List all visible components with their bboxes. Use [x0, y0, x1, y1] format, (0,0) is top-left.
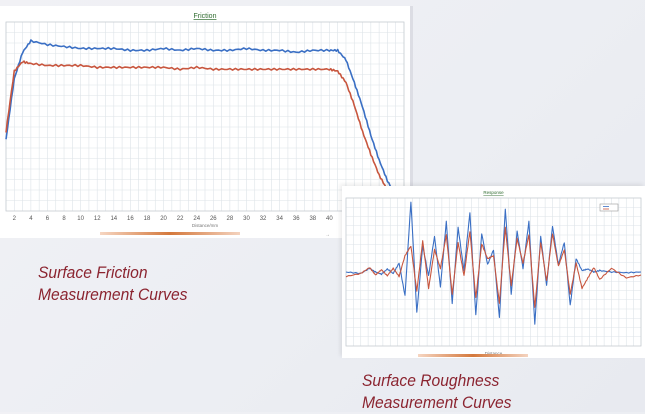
- x-axis-label: Distance: [485, 351, 503, 356]
- chart-title: Friction: [194, 13, 217, 20]
- x-tick-label: 30: [243, 216, 250, 222]
- legend-box: [599, 203, 619, 212]
- x-tick-label: 8: [62, 216, 66, 222]
- scroll-strip: [418, 354, 528, 357]
- x-tick-label: 24: [193, 216, 200, 222]
- scroll-strip: [100, 232, 240, 235]
- x-tick-label: 36: [293, 216, 300, 222]
- x-tick-label: 12: [94, 216, 101, 222]
- friction-caption: Surface Friction Measurement Curves: [38, 262, 188, 306]
- x-tick-label: 14: [110, 216, 117, 222]
- x-tick-label: 2: [13, 216, 17, 222]
- x-tick-label: 40: [326, 216, 333, 222]
- x-tick-label: 38: [309, 216, 316, 222]
- roughness-caption-line1: Surface Roughness: [362, 371, 500, 390]
- x-tick-label: 18: [144, 216, 151, 222]
- friction-caption-line2: Measurement Curves: [38, 285, 188, 304]
- plot-frame: [5, 21, 405, 212]
- x-tick-label: 6: [46, 216, 50, 222]
- friction-chart-panel: Friction 2 4 6 8 10 12 14 16 18 20 22 24 26 28 30 32 34 36…: [0, 6, 413, 238]
- x-tick-label: 34: [276, 216, 283, 222]
- roughness-chart: Response Distance: [345, 190, 642, 357]
- x-tick-label: 10: [77, 216, 84, 222]
- x-tick-label: 26: [210, 216, 217, 222]
- series-line-red: [345, 226, 642, 308]
- scroll-arrow-icon: →: [325, 232, 330, 238]
- x-axis-label: Distance/mm: [192, 223, 219, 228]
- roughness-chart-panel: Response Distance: [342, 186, 645, 358]
- x-tick-label: 16: [127, 216, 134, 222]
- series-line-blue: [5, 39, 405, 204]
- x-tick-label: 20: [160, 216, 167, 222]
- roughness-caption: Surface Roughness Measurement Curves: [362, 370, 512, 414]
- chart-title: Response: [483, 190, 504, 195]
- series-line-red: [5, 60, 405, 208]
- roughness-caption-line2: Measurement Curves: [362, 393, 512, 412]
- x-tick-label: 22: [177, 216, 184, 222]
- x-tick-label: 28: [227, 216, 234, 222]
- x-tick-label: 4: [29, 216, 33, 222]
- friction-caption-line1: Surface Friction: [38, 263, 148, 282]
- x-tick-label: 32: [260, 216, 267, 222]
